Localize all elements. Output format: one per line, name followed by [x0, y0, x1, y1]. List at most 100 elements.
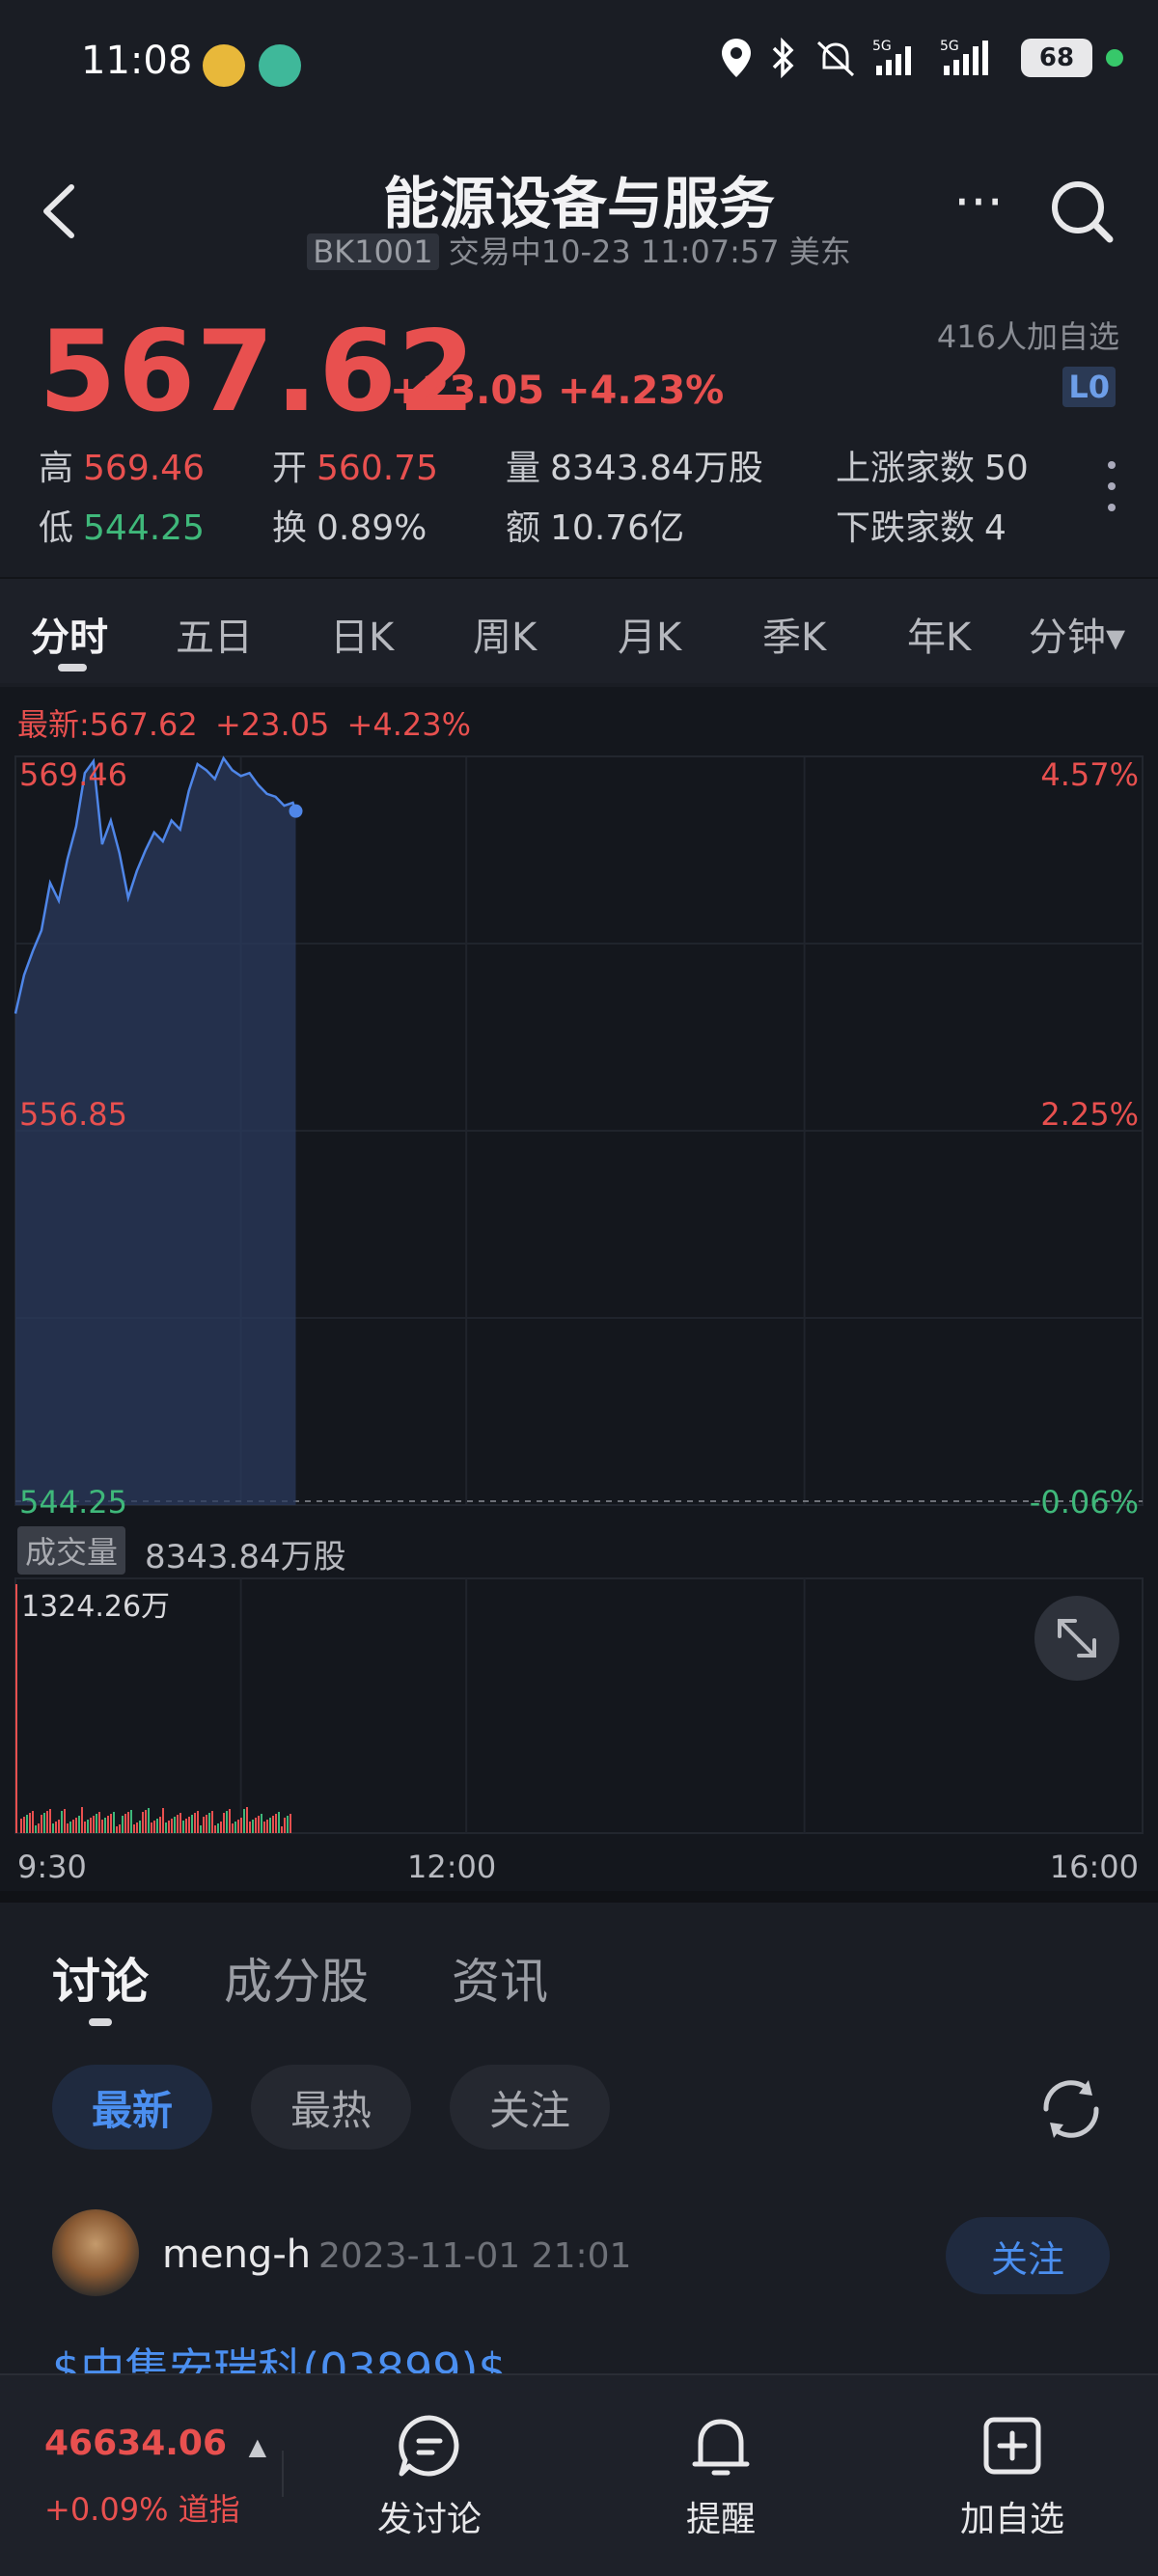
volume-bar	[263, 1822, 265, 1833]
volume-bar	[23, 1817, 25, 1833]
nav-add-label: 加自选	[959, 2500, 1064, 2539]
stat-up-count: 上涨家数 50	[836, 440, 1029, 490]
bluetooth-icon	[772, 37, 794, 79]
post-username[interactable]: meng-h	[162, 2233, 312, 2277]
volume-bar	[290, 1814, 291, 1833]
volume-bar	[43, 1813, 45, 1833]
nav-post-label: 发讨论	[376, 2500, 482, 2539]
volume-bar	[278, 1812, 280, 1833]
volume-bar	[26, 1815, 28, 1833]
volume-bar	[255, 1818, 257, 1833]
volume-bar	[206, 1815, 207, 1833]
nav-add-watchlist[interactable]: 加自选	[930, 2412, 1094, 2541]
volume-bar	[96, 1814, 97, 1833]
volume-bar	[130, 1810, 132, 1833]
volume-bar	[234, 1822, 236, 1833]
page-subtitle: BK1001 交易中10-23 11:07:57 美东	[0, 228, 1158, 272]
svg-text:5G: 5G	[872, 39, 892, 54]
nav-alert[interactable]: 提醒	[639, 2412, 803, 2541]
stat-open-label: 开	[272, 449, 308, 488]
stat-volume: 量 8343.84万股	[506, 440, 763, 490]
refresh-icon[interactable]	[1033, 2070, 1110, 2148]
volume-bar	[249, 1822, 251, 1833]
signal-5g-icon: 5G	[872, 39, 911, 75]
signal-5g-icon-2: 5G	[940, 39, 988, 75]
kebab-menu-icon[interactable]	[1108, 461, 1119, 519]
volume-bar	[153, 1821, 155, 1833]
volume-bar	[165, 1822, 167, 1833]
tab-news[interactable]: 资讯	[452, 1954, 548, 2010]
stat-high-label: 高	[39, 449, 74, 488]
index-change: +0.09% 道指	[44, 2491, 240, 2528]
chat-icon	[399, 2415, 459, 2477]
volume-chart	[14, 1577, 1144, 1834]
filter-hottest[interactable]: 最热	[251, 2065, 411, 2150]
volume-bar	[148, 1808, 150, 1833]
volume-bar	[122, 1816, 124, 1833]
tab-minute[interactable]: 分钟▾	[1029, 616, 1126, 660]
tab-discussion[interactable]: 讨论	[52, 1954, 149, 2010]
shield-app-icon	[259, 44, 301, 87]
tab-monthly-k[interactable]: 月K	[618, 616, 682, 660]
volume-bar	[243, 1809, 245, 1833]
stat-open: 开 560.75	[272, 440, 438, 490]
tab-yearly-k[interactable]: 年K	[907, 616, 972, 660]
price-line	[14, 755, 297, 1014]
expand-icon[interactable]	[1034, 1596, 1119, 1681]
tab-quarterly-k[interactable]: 季K	[762, 616, 827, 660]
back-icon[interactable]	[35, 178, 83, 245]
latest-pct: +4.23%	[346, 706, 471, 743]
tab-constituents[interactable]: 成分股	[224, 1954, 369, 2010]
follow-button[interactable]: 关注	[946, 2217, 1110, 2294]
volume-bar	[156, 1819, 158, 1833]
add-square-icon	[983, 2417, 1041, 2475]
index-value[interactable]: 46634.06 ▲	[44, 2424, 266, 2463]
filter-latest[interactable]: 最新	[52, 2065, 212, 2150]
volume-bar	[223, 1813, 225, 1833]
volume-bar	[240, 1818, 242, 1833]
trading-status: 交易中10-23 11:07:57 美东	[448, 233, 851, 270]
avatar[interactable]	[52, 2209, 139, 2296]
tab-timeshare[interactable]: 分时	[31, 616, 108, 660]
tab-weekly-k[interactable]: 周K	[473, 616, 538, 660]
price-chart[interactable]	[0, 753, 1158, 1524]
volume-bar	[179, 1813, 181, 1833]
volume-bar	[252, 1820, 254, 1833]
volume-bar	[46, 1811, 48, 1833]
y-left-low: 544.25	[19, 1484, 127, 1521]
volume-tag[interactable]: 成交量	[17, 1526, 126, 1575]
stat-down-count: 下跌家数 4	[836, 500, 1006, 550]
y-left-high: 569.46	[19, 756, 127, 793]
bell-icon	[692, 2419, 750, 2476]
latest-quote-line: 最新:567.62 +23.05 +4.23%	[17, 700, 471, 745]
tab-five-day[interactable]: 五日	[176, 616, 253, 660]
nav-post-discussion[interactable]: 发讨论	[347, 2412, 511, 2541]
stat-turnover-label: 换	[272, 508, 308, 548]
svg-text:5G: 5G	[940, 39, 959, 54]
tab-daily-k[interactable]: 日K	[330, 616, 395, 660]
volume-bar	[72, 1820, 74, 1833]
filter-following[interactable]: 关注	[450, 2065, 610, 2150]
volume-bar	[220, 1822, 222, 1833]
volume-bar	[116, 1826, 118, 1833]
search-icon[interactable]	[1048, 178, 1116, 245]
page-title: 能源设备与服务	[382, 171, 775, 236]
volume-bar	[203, 1817, 205, 1833]
volume-bar	[84, 1822, 86, 1833]
volume-bar	[177, 1815, 179, 1833]
volume-bar	[188, 1817, 190, 1833]
stat-volume-value: 8343.84万股	[550, 449, 763, 488]
stat-down-label: 下跌家数	[836, 508, 976, 548]
x-label-open: 9:30	[17, 1849, 87, 1885]
volume-bar	[38, 1823, 40, 1833]
volume-bar	[55, 1822, 57, 1833]
volume-bar	[87, 1820, 89, 1833]
stat-volume-label: 量	[506, 449, 541, 488]
post-stock-link[interactable]: $中集安瑞科(03899)$	[52, 2343, 507, 2373]
volume-bar	[208, 1813, 210, 1833]
volume-bar	[124, 1814, 126, 1833]
more-icon[interactable]: ···	[953, 172, 1004, 233]
stat-up-value: 50	[984, 449, 1029, 488]
level-badge[interactable]: L0	[1062, 367, 1116, 407]
volume-bar	[107, 1816, 109, 1833]
